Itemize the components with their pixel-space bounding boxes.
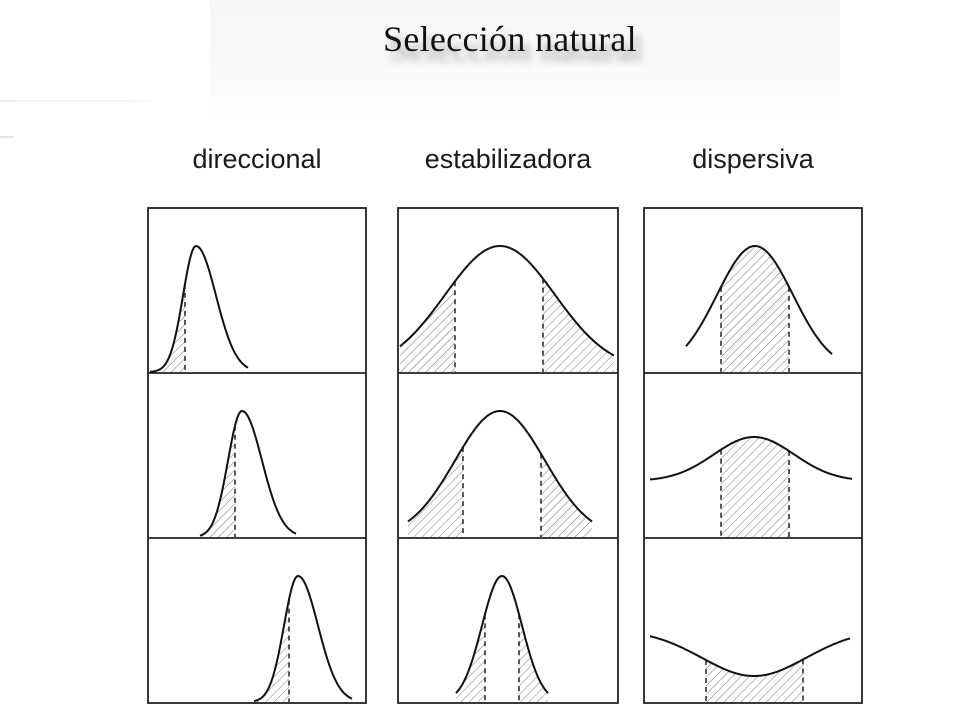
column-label-direccional: direccional — [192, 144, 322, 174]
distribution-curve-dispersiva-1 — [685, 245, 833, 355]
distribution-curve-direccional-3 — [253, 575, 353, 703]
column-label-estabilizadora: estabilizadora — [424, 144, 592, 174]
panel-frame-estabilizadora — [397, 207, 619, 704]
hatched-area-dispersiva-1-1 — [721, 246, 789, 372]
distribution-curve-dispersiva-3 — [649, 635, 851, 677]
distribution-curve-estabilizadora-2 — [407, 410, 593, 523]
panel-frame-dispersiva — [643, 207, 863, 704]
distribution-curve-direccional-2 — [199, 410, 297, 537]
distribution-curve-direccional-1 — [149, 245, 249, 373]
hatched-area-estabilizadora-3-1 — [456, 614, 485, 702]
title-background — [210, 0, 840, 118]
hatched-area-direccional-1-1 — [150, 283, 185, 372]
hatched-area-dispersiva-2-1 — [721, 437, 789, 537]
distribution-curve-estabilizadora-1 — [399, 245, 615, 357]
decorative-line — [0, 100, 150, 102]
decorative-mark — [0, 136, 14, 138]
hatched-area-dispersiva-3-1 — [706, 659, 803, 702]
distribution-curve-estabilizadora-3 — [455, 575, 549, 694]
column-label-dispersiva: dispersiva — [692, 144, 814, 174]
hatched-area-estabilizadora-3-2 — [519, 614, 548, 702]
distribution-curve-dispersiva-2 — [649, 436, 853, 481]
hatched-area-estabilizadora-1-1 — [400, 281, 455, 372]
hatched-area-direccional-3-1 — [254, 599, 289, 702]
hatched-area-direccional-2-1 — [200, 425, 235, 537]
panel-frame-direccional — [147, 207, 367, 704]
slide-title: Selección natural — [383, 19, 637, 59]
